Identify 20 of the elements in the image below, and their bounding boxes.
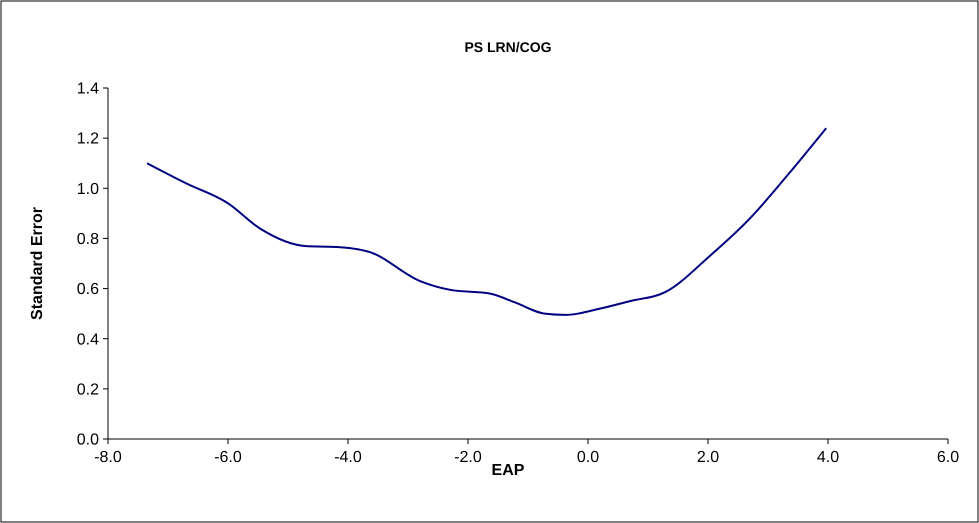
x-tick-label: 2.0 xyxy=(696,449,720,466)
y-tick-label: 0.0 xyxy=(76,432,100,449)
x-tick-label: 4.0 xyxy=(816,449,840,466)
chart-title: PS LRN/COG xyxy=(464,39,552,55)
y-tick-label: 1.4 xyxy=(76,80,100,98)
y-tick-label: 0.2 xyxy=(76,381,100,398)
x-tick-label: -4.0 xyxy=(334,449,362,466)
x-tick-label: -2.0 xyxy=(454,449,482,466)
y-tick-label: 0.6 xyxy=(76,281,100,298)
x-tick-label: 0.0 xyxy=(576,449,600,466)
y-tick-label: 0.4 xyxy=(76,331,100,348)
y-tick-label: 1.0 xyxy=(76,180,100,198)
y-tick-label: 0.8 xyxy=(76,231,100,248)
x-tick-label: -8.0 xyxy=(94,449,122,466)
y-tick-label: 1.2 xyxy=(76,130,100,148)
y-axis-title: Standard Error xyxy=(29,207,46,320)
x-tick-label: -6.0 xyxy=(214,449,242,466)
line-series xyxy=(146,127,828,316)
x-axis-title: EAP xyxy=(492,462,525,479)
x-tick-label: 6.0 xyxy=(936,449,960,466)
